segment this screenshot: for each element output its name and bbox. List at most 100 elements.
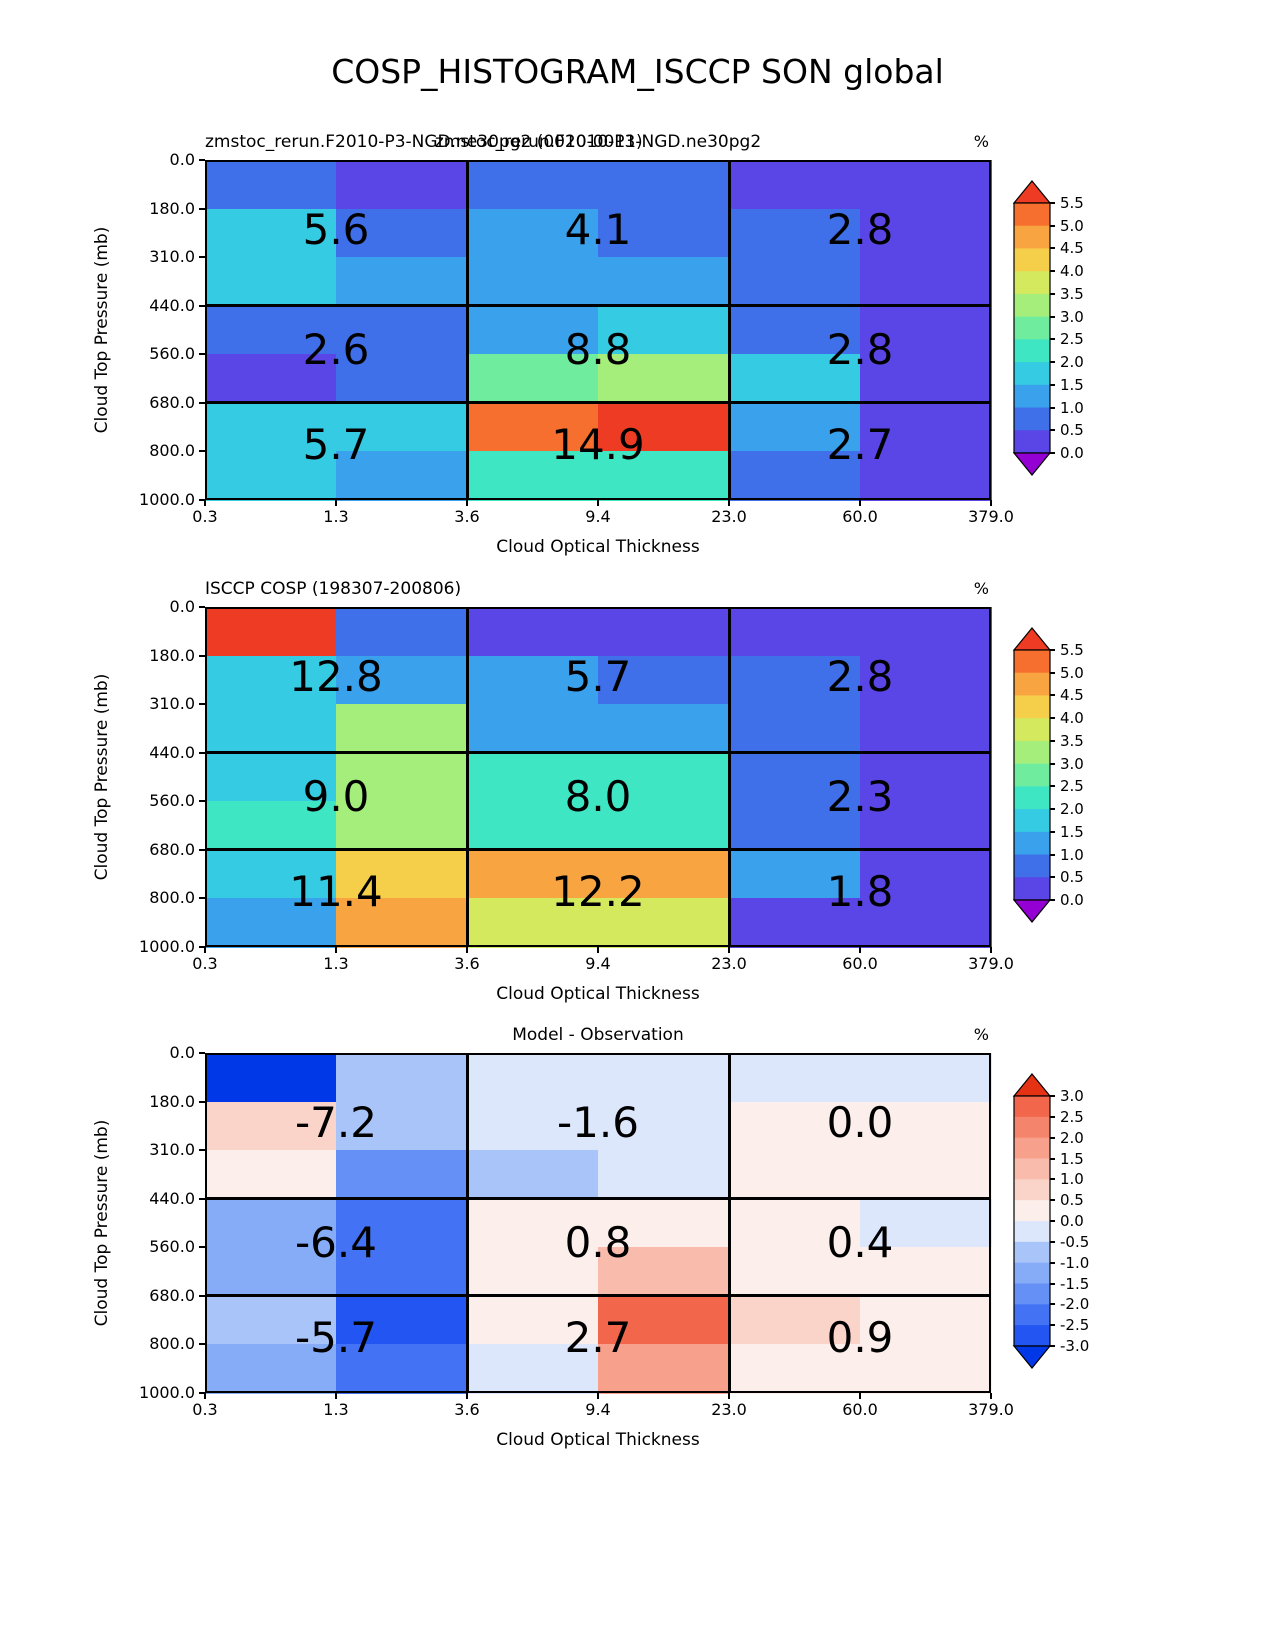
heatmap-cell <box>860 1198 992 1248</box>
colorbar-extend-min <box>1012 1345 1052 1369</box>
y-tick-label: 800.0 <box>149 441 195 461</box>
colorbar-tick-mark <box>1050 361 1055 364</box>
heatmap-cell <box>336 1053 468 1103</box>
y-tick-label: 680.0 <box>149 392 195 412</box>
heatmap-cell <box>336 1101 468 1151</box>
block-value-label: 2.8 <box>826 325 894 374</box>
colorbar-tick-mark <box>1050 338 1055 341</box>
colorbar <box>1012 1073 1052 1369</box>
block-value-label: 0.0 <box>826 1098 894 1147</box>
colorbar-segment <box>1014 203 1050 227</box>
heatmap-cell <box>467 354 599 404</box>
colorbar-tick-label: -2.0 <box>1060 1295 1090 1314</box>
heatmap-cell <box>729 305 861 355</box>
heatmap-cell <box>860 655 992 705</box>
heatmap-cell <box>205 655 337 705</box>
colorbar-tick-mark <box>1050 876 1055 879</box>
block-value-label: 5.7 <box>302 420 370 469</box>
heatmap-cell <box>336 849 468 900</box>
heatmap-cell <box>860 305 992 355</box>
colorbar-segment <box>1014 384 1050 409</box>
colorbar-segment <box>1014 763 1050 787</box>
y-tick-mark <box>199 1246 205 1249</box>
y-tick-label: 0.0 <box>169 150 195 169</box>
colorbar-segment <box>1014 1096 1050 1118</box>
block-divider-horizontal <box>205 751 991 755</box>
colorbar-segment <box>1014 740 1050 765</box>
heatmap-cell <box>205 752 337 802</box>
block-divider-horizontal <box>205 401 991 405</box>
heatmap-cell <box>467 655 599 705</box>
heatmap-cell <box>860 451 992 501</box>
heatmap-cell <box>598 898 730 948</box>
y-tick-mark <box>199 1197 205 1200</box>
block-value-label: -5.7 <box>295 1313 377 1362</box>
x-tick-label: 23.0 <box>711 1400 747 1419</box>
heatmap-cell <box>336 208 468 258</box>
colorbar-segment <box>1014 1158 1050 1180</box>
heatmap-cell <box>860 849 992 900</box>
colorbar-tick-mark <box>1050 429 1055 432</box>
colorbar-tick-label: 4.0 <box>1060 709 1084 728</box>
heatmap-cell <box>729 801 861 851</box>
x-tick-label: 60.0 <box>842 507 878 526</box>
colorbar-tick-label: 0.0 <box>1060 444 1084 462</box>
colorbar-tick-mark <box>1050 452 1055 454</box>
heatmap-cell <box>467 849 599 900</box>
colorbar-segment <box>1014 1304 1050 1326</box>
colorbar-segment <box>1014 293 1050 318</box>
x-tick-label: 9.4 <box>585 507 611 526</box>
heatmap-cell <box>467 1053 599 1103</box>
block-value-label: 2.8 <box>826 652 894 701</box>
y-tick-label: 0.0 <box>169 1043 195 1062</box>
block-value-label: 2.8 <box>826 205 894 254</box>
colorbar-tick-mark <box>1050 1136 1055 1139</box>
heatmap-cell <box>205 801 337 851</box>
heatmap-cell <box>598 752 730 802</box>
colorbar-tick-label: 0.5 <box>1060 1191 1084 1210</box>
heatmap-cell <box>336 1247 468 1297</box>
heatmap-cell <box>860 257 992 307</box>
colorbar-segment <box>1014 809 1050 833</box>
heatmap-cell <box>860 1247 992 1297</box>
heatmap-cell <box>336 257 468 307</box>
x-tick-label: 0.3 <box>192 954 218 973</box>
y-tick-mark <box>199 897 205 900</box>
y-tick-label: 180.0 <box>149 645 195 665</box>
heatmap-cell <box>336 1344 468 1394</box>
x-tick-label: 379.0 <box>968 1400 1014 1419</box>
colorbar-tick-mark <box>1050 762 1055 765</box>
x-tick-mark <box>597 947 599 953</box>
heatmap-cell <box>729 607 861 657</box>
heatmap-cell <box>336 704 468 754</box>
y-tick-label: 310.0 <box>149 694 195 714</box>
colorbar-tick-mark <box>1050 671 1055 674</box>
panel-observation-histogram: 12.8 5.7 2.8 9.0 8.0 2.3 11.4 12.2 1.8 ISCCP COSP… <box>92 579 1084 1004</box>
x-axis-label: Cloud Optical Thickness <box>496 984 700 1004</box>
block-value-label: 0.4 <box>826 1218 894 1267</box>
heatmap-cell <box>729 208 861 258</box>
block-value-label: 2.7 <box>826 420 894 469</box>
colorbar-tick-label: 5.0 <box>1060 216 1084 235</box>
block-divider-vertical <box>727 160 731 500</box>
heatmap-cell <box>598 704 730 754</box>
colorbar-tick-label: 3.5 <box>1060 731 1084 750</box>
colorbar-extend-min <box>1012 452 1052 476</box>
colorbar-tick-label: 1.5 <box>1060 375 1084 394</box>
colorbar-tick-label: 2.0 <box>1060 1128 1084 1147</box>
x-tick-mark <box>466 947 468 953</box>
colorbar-tick-mark <box>1050 649 1055 651</box>
colorbar-tick-label: 0.5 <box>1060 421 1084 440</box>
colorbar-tick-mark <box>1050 270 1055 273</box>
heatmap-cell <box>598 451 730 501</box>
x-axis-label: Cloud Optical Thickness <box>496 537 700 557</box>
block-divider-vertical <box>465 160 469 500</box>
x-tick-mark <box>335 500 337 506</box>
heatmap-cell <box>860 208 992 258</box>
colorbar-segment <box>1014 786 1050 810</box>
colorbar-segment <box>1014 248 1050 272</box>
y-tick-label: 180.0 <box>149 198 195 218</box>
colorbar-tick-mark <box>1050 224 1055 227</box>
colorbar-segment <box>1014 672 1050 697</box>
x-tick-mark <box>859 1393 861 1399</box>
